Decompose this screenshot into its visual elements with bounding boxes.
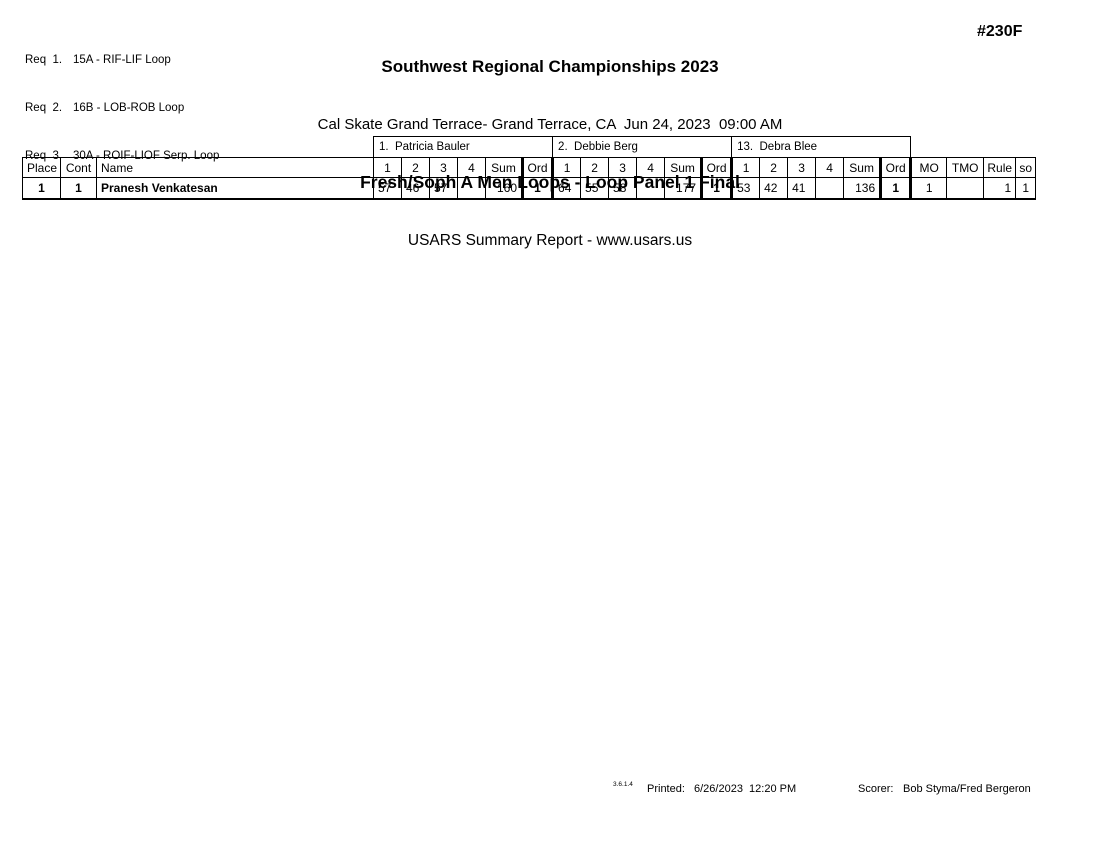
col-header-cont: Cont	[60, 157, 97, 178]
col-header-j1-sum: Sum	[485, 157, 523, 178]
cell-j2-sum: 177	[664, 177, 703, 200]
col-header-j1-score2: 2	[401, 157, 430, 178]
judges-band-row: 1. Patricia Bauler 2. Debbie Berg 13. De…	[23, 136, 1036, 158]
col-header-j3-score4: 4	[815, 157, 845, 178]
cell-tmo	[946, 177, 985, 200]
result-row: 1 1 Pranesh Venkatesan 57 46 57 160 1 64…	[22, 177, 1037, 200]
scorer-label: Scorer:	[858, 783, 894, 795]
col-header-j3-sum: Sum	[843, 157, 882, 178]
col-header-j2-ord: Ord	[700, 157, 734, 178]
col-header-j1-ord: Ord	[520, 157, 555, 178]
cell-j1-score2: 46	[401, 177, 430, 200]
col-header-mo: MO	[910, 157, 948, 178]
cell-j2-score1: 64	[552, 177, 582, 200]
venue-date-line: Cal Skate Grand Terrace- Grand Terrace, …	[317, 116, 783, 133]
judges-band-spacer	[911, 137, 1036, 158]
report-footer: 3.6.1.4 Printed: 6/26/2023 12:20 PM Scor…	[0, 780, 1100, 800]
cell-mo: 1	[910, 177, 948, 200]
judge-3-name: 13. Debra Blee	[731, 136, 912, 158]
col-header-j2-sum: Sum	[664, 157, 703, 178]
column-header-row: Place Cont Name 1 2 3 4 Sum Ord 1 2 3 4 …	[22, 157, 1037, 178]
col-header-j2-score3: 3	[608, 157, 638, 178]
cell-cont: 1	[60, 177, 97, 200]
cell-j3-ord: 1	[879, 177, 913, 200]
cell-j2-score2: 55	[580, 177, 610, 200]
cell-j3-score1: 53	[731, 177, 761, 200]
col-header-j3-ord: Ord	[879, 157, 913, 178]
judge-2-name: 2. Debbie Berg	[552, 136, 733, 158]
scorer-names: Bob Styma/Fred Bergeron	[903, 783, 1031, 795]
results-table: 1. Patricia Bauler 2. Debbie Berg 13. De…	[22, 136, 1037, 200]
col-header-place: Place	[22, 157, 61, 178]
col-header-j3-score1: 1	[731, 157, 761, 178]
col-header-j3-score3: 3	[787, 157, 817, 178]
requirement-label: Req 1.	[25, 54, 63, 66]
requirement-item: Req 2. 16B - LOB-ROB Loop	[25, 100, 219, 116]
col-header-j2-score4: 4	[636, 157, 666, 178]
cell-j1-sum: 160	[485, 177, 523, 200]
requirement-desc: 16B - LOB-ROB Loop	[73, 102, 185, 114]
cell-j3-score3: 41	[787, 177, 817, 200]
cell-j3-sum: 136	[843, 177, 882, 200]
cell-j1-score4	[457, 177, 486, 200]
cell-j2-ord: 1	[700, 177, 734, 200]
report-type-line: USARS Summary Report - www.usars.us	[407, 232, 693, 249]
col-header-j1-score4: 4	[457, 157, 486, 178]
col-header-rule: Rule	[983, 157, 1017, 178]
col-header-tmo: TMO	[946, 157, 985, 178]
col-header-j1-score3: 3	[429, 157, 458, 178]
col-header-j1-score1: 1	[373, 157, 402, 178]
cell-j2-score4	[636, 177, 666, 200]
judge-1-name: 1. Patricia Bauler	[372, 136, 554, 158]
cell-j3-score4	[815, 177, 845, 200]
cell-rule: 1	[983, 177, 1017, 200]
cell-j3-score2: 42	[759, 177, 789, 200]
col-header-j3-score2: 2	[759, 157, 789, 178]
requirement-label: Req 2.	[25, 102, 63, 114]
event-number: #230F	[977, 23, 1023, 40]
judges-band-spacer	[23, 137, 374, 158]
competition-title: Southwest Regional Championships 2023	[381, 57, 719, 76]
cell-skater-name: Pranesh Venkatesan	[96, 177, 374, 200]
requirement-desc: 15A - RIF-LIF Loop	[73, 54, 171, 66]
requirement-item: Req 1. 15A - RIF-LIF Loop	[25, 52, 219, 68]
printed-timestamp: 6/26/2023 12:20 PM	[694, 783, 797, 795]
cell-so: 1	[1015, 177, 1037, 200]
report-version: 3.6.1.4	[613, 781, 633, 788]
cell-j1-ord: 1	[520, 177, 555, 200]
printed-label: Printed:	[647, 783, 685, 795]
cell-j2-score3: 58	[608, 177, 638, 200]
cell-j1-score3: 57	[429, 177, 458, 200]
col-header-so: so	[1015, 157, 1037, 178]
col-header-j2-score1: 1	[552, 157, 582, 178]
cell-j1-score1: 57	[373, 177, 402, 200]
cell-place: 1	[22, 177, 61, 200]
col-header-j2-score2: 2	[580, 157, 610, 178]
col-header-name: Name	[96, 157, 374, 178]
